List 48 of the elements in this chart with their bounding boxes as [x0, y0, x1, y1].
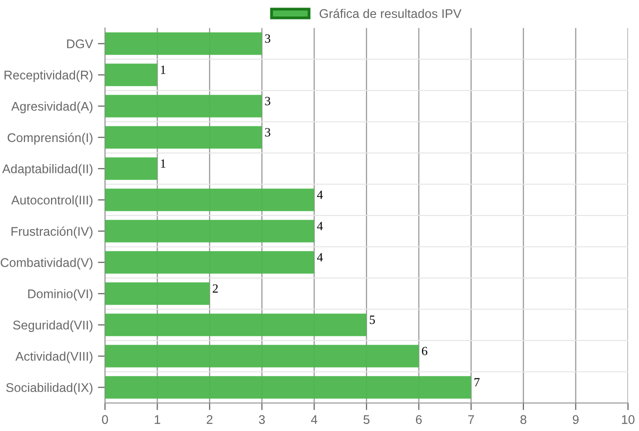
x-tick-label: 8: [520, 415, 526, 424]
data-label: 4: [317, 190, 323, 199]
bar: [105, 282, 210, 305]
y-tick-label: Autocontrol(III): [11, 195, 92, 207]
data-label: 5: [370, 316, 375, 324]
legend-label: Gráfica de resultados IPV: [320, 8, 462, 18]
data-label: 4: [317, 222, 323, 230]
y-tick-label: Adaptabilidad(II): [2, 164, 92, 176]
x-tick-label: 0: [102, 415, 108, 424]
y-tick-label: Agresividad(A): [11, 102, 92, 114]
data-label: 1: [161, 159, 166, 168]
bar: [105, 32, 262, 55]
y-tick-label: Dominio(VI): [28, 289, 92, 301]
y-tick-label: Receptividad(R): [4, 70, 92, 82]
y-tick-label: Frustración(IV): [12, 226, 92, 238]
x-tick-label: 1: [154, 415, 160, 424]
bar: [105, 344, 419, 368]
x-tick-label: 10: [622, 415, 634, 424]
x-tick-label: 3: [258, 415, 265, 424]
x-tick-label: 2: [206, 415, 212, 424]
x-tick-label: 5: [364, 415, 370, 424]
bar: [105, 220, 314, 242]
y-tick-label: Sociabilidad(IX): [6, 382, 92, 394]
x-tick-label: 6: [416, 415, 422, 424]
data-label: 3: [265, 128, 270, 136]
x-tick-label: 9: [572, 415, 579, 424]
data-label: 4: [317, 253, 323, 262]
data-label: 1: [161, 66, 166, 74]
bar: [105, 251, 314, 274]
y-tick-label: Comprensión(I): [8, 132, 92, 145]
data-label: 3: [265, 96, 270, 106]
bar: [105, 157, 158, 180]
bar: [105, 64, 158, 86]
data-label: 2: [212, 284, 218, 293]
bar: [105, 126, 262, 149]
y-tick-label: DGV: [67, 39, 94, 48]
bar: [105, 188, 314, 212]
bar: [105, 94, 262, 118]
data-label: 7: [474, 378, 480, 386]
bar: [105, 376, 472, 399]
y-tick-label: Combatividad(V): [0, 258, 92, 270]
x-tick-label: 4: [311, 415, 318, 424]
bar: [105, 314, 366, 336]
data-label: 3: [265, 34, 270, 43]
y-tick-label: Actividad(VIII): [15, 352, 92, 364]
y-tick-label: Seguridad(VII): [13, 320, 92, 332]
data-label: 6: [422, 346, 428, 356]
x-tick-label: 7: [468, 415, 474, 424]
